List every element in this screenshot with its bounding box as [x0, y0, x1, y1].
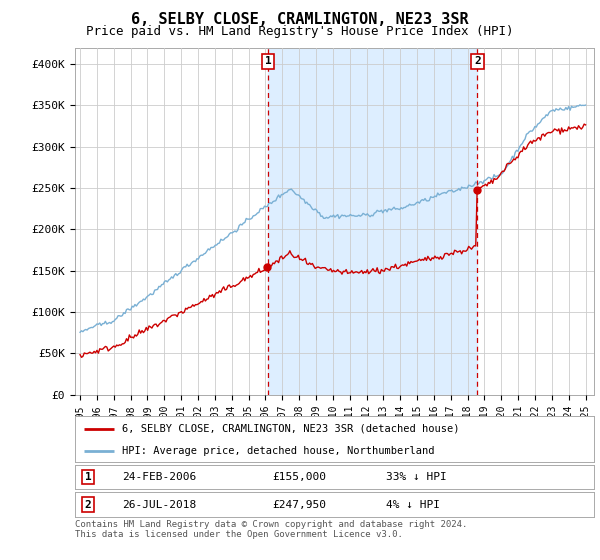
Text: 24-FEB-2006: 24-FEB-2006 [122, 472, 196, 482]
Text: 6, SELBY CLOSE, CRAMLINGTON, NE23 3SR (detached house): 6, SELBY CLOSE, CRAMLINGTON, NE23 3SR (d… [122, 424, 459, 434]
Text: £247,950: £247,950 [272, 500, 326, 510]
Text: £155,000: £155,000 [272, 472, 326, 482]
Text: 6, SELBY CLOSE, CRAMLINGTON, NE23 3SR: 6, SELBY CLOSE, CRAMLINGTON, NE23 3SR [131, 12, 469, 27]
Text: 2: 2 [474, 57, 481, 66]
Text: 26-JUL-2018: 26-JUL-2018 [122, 500, 196, 510]
Text: 4% ↓ HPI: 4% ↓ HPI [386, 500, 440, 510]
Text: 1: 1 [265, 57, 271, 66]
Text: HPI: Average price, detached house, Northumberland: HPI: Average price, detached house, Nort… [122, 446, 434, 455]
Bar [268, 48, 478, 395]
Text: 33% ↓ HPI: 33% ↓ HPI [386, 472, 447, 482]
Text: Price paid vs. HM Land Registry's House Price Index (HPI): Price paid vs. HM Land Registry's House … [86, 25, 514, 38]
Text: 1: 1 [85, 472, 91, 482]
Text: 2: 2 [85, 500, 91, 510]
Text: Contains HM Land Registry data © Crown copyright and database right 2024.
This d: Contains HM Land Registry data © Crown c… [75, 520, 467, 539]
